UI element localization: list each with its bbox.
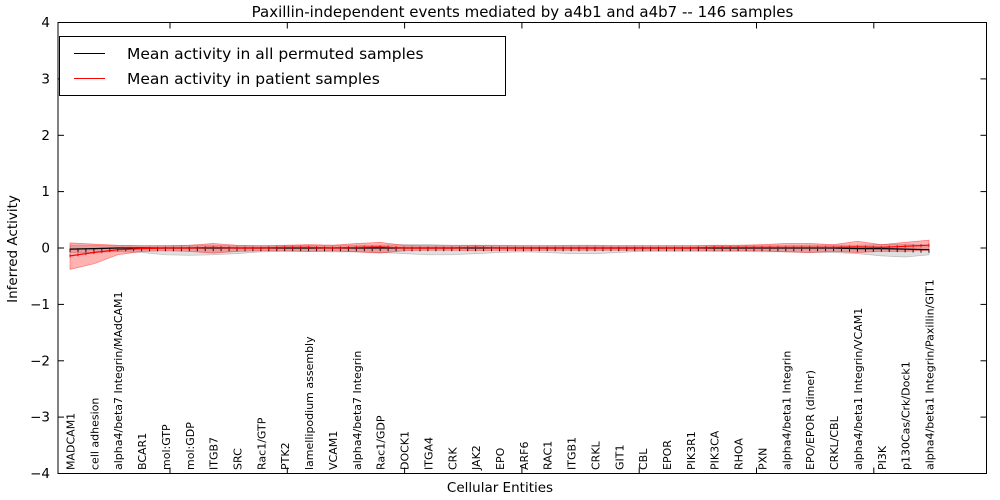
x-category-label: CRK <box>446 447 459 470</box>
x-category-label: alpha4/beta1 Integrin <box>780 351 793 470</box>
x-category-label: ITGB1 <box>566 437 579 470</box>
y-tick-label: −2 <box>30 353 50 369</box>
legend-label: Mean activity in all permuted samples <box>127 44 424 63</box>
y-tick-label: −3 <box>30 410 50 426</box>
x-category-label: p130Cas/Crk/Dock1 <box>900 361 913 470</box>
x-category-label: GIT1 <box>613 445 626 471</box>
x-category-label: EPO <box>494 447 507 470</box>
x-category-label: alpha4/beta1 Integrin/Paxillin/GIT1 <box>924 279 937 470</box>
x-category-label: PTK2 <box>279 442 292 470</box>
x-axis-label: Cellular Entities <box>446 480 554 496</box>
legend-label: Mean activity in patient samples <box>127 69 380 88</box>
x-category-label: SRC <box>232 448 245 470</box>
y-tick-label: −1 <box>30 297 50 313</box>
legend-item-patient: Mean activity in patient samples <box>60 66 505 91</box>
x-category-label: RAC1 <box>542 441 555 470</box>
x-category-label: VCAM1 <box>327 431 340 470</box>
legend-item-permuted: Mean activity in all permuted samples <box>60 41 505 66</box>
legend-line-black <box>74 53 105 54</box>
x-category-label: CBL <box>637 448 650 470</box>
x-category-label: lamellipodium assembly <box>303 336 316 470</box>
x-category-label: ITGA4 <box>422 437 435 470</box>
x-category-label: mol:GDP <box>184 422 197 470</box>
legend: Mean activity in all permuted samples Me… <box>59 36 506 96</box>
x-category-label: PIK3R1 <box>685 431 698 470</box>
x-category-label: MADCAM1 <box>65 413 78 470</box>
x-category-label: PI3K <box>876 445 889 470</box>
x-category-label: EPO/EPOR (dimer) <box>804 370 817 470</box>
x-category-label: CRKL/CBL <box>828 415 841 470</box>
x-category-label: RHOA <box>733 438 746 470</box>
x-category-label: alpha4/beta7 Integrin <box>351 351 364 470</box>
x-category-label: EPOR <box>661 440 674 470</box>
x-category-label: Rac1/GTP <box>255 417 268 470</box>
y-tick-label: 1 <box>41 184 50 200</box>
x-category-label: alpha4/beta7 Integrin/MAdCAM1 <box>112 291 125 470</box>
x-category-label: PIK3CA <box>709 430 722 470</box>
y-tick-label: 3 <box>41 71 50 87</box>
legend-line-red <box>74 78 105 79</box>
x-category-label: CRKL <box>589 440 602 470</box>
x-category-label: mol:GTP <box>160 424 173 470</box>
x-category-label: PXN <box>757 448 770 470</box>
y-tick-label: 0 <box>41 241 50 257</box>
y-tick-label: −4 <box>30 466 50 482</box>
y-tick-label: 2 <box>41 128 50 144</box>
x-category-label: Rac1/GDP <box>375 415 388 470</box>
chart-title: Paxillin-independent events mediated by … <box>251 3 794 21</box>
x-category-label: cell adhesion <box>88 398 101 470</box>
y-tick-label: 4 <box>41 15 50 31</box>
x-category-label: ARF6 <box>518 442 531 471</box>
x-category-label: JAK2 <box>470 445 483 471</box>
x-category-label: ITGB7 <box>208 437 221 470</box>
y-axis-label: Inferred Activity <box>5 195 21 303</box>
x-category-label: BCAR1 <box>136 433 149 470</box>
x-category-label: DOCK1 <box>399 431 412 470</box>
x-category-label: alpha4/beta1 Integrin/VCAM1 <box>852 308 865 470</box>
